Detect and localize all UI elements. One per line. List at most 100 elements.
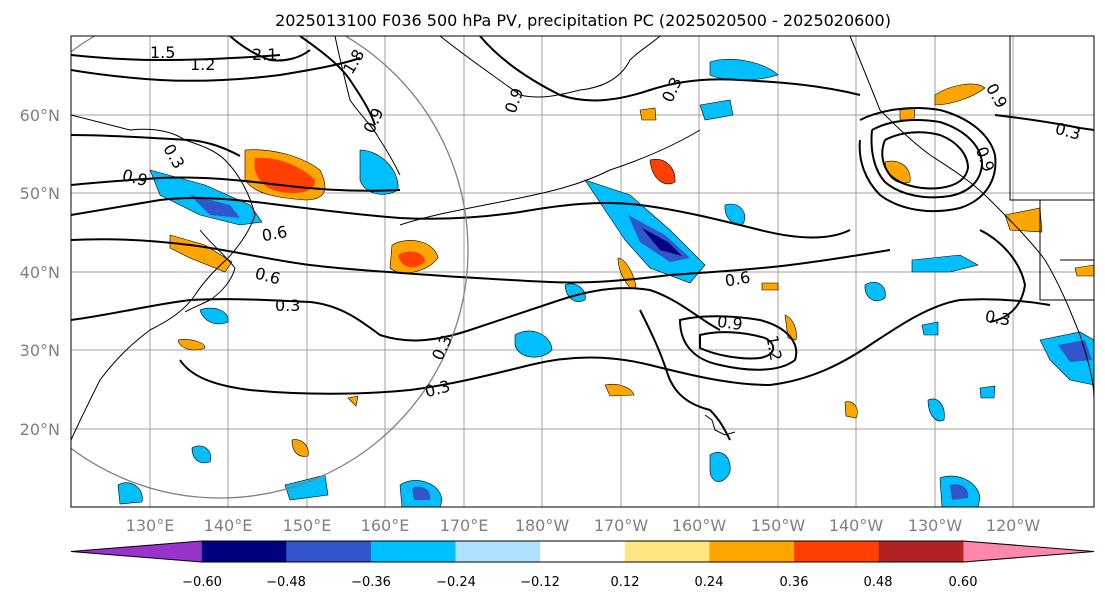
- lon-label: 170°W: [594, 516, 649, 535]
- na-coast: [849, 36, 1094, 401]
- contour-low-3: [881, 131, 970, 190]
- neg-core-south2: [950, 484, 969, 500]
- contour-label: 1.5: [150, 43, 175, 62]
- pos-area-canada2: [1074, 264, 1094, 277]
- lon-label: 160°E: [361, 516, 410, 535]
- pv-contours: [71, 36, 1094, 441]
- pos-area-south3: [347, 395, 359, 407]
- colorbar-tick-label: 0.24: [695, 575, 724, 590]
- lat-label: 50°N: [20, 184, 60, 203]
- contour-label: 2.1: [252, 45, 277, 64]
- contour-label: 0.3: [275, 296, 300, 315]
- lon-label: 150°W: [751, 516, 806, 535]
- colorbar-bin: [709, 541, 795, 562]
- lon-label: 170°E: [440, 516, 489, 535]
- contour-label: 1.2: [190, 55, 215, 74]
- contour-center-south: [639, 309, 731, 441]
- colorbar-tick-label: 0.60: [949, 575, 978, 590]
- lon-label: 160°W: [672, 516, 727, 535]
- lon-label: 140°E: [204, 516, 253, 535]
- contour-0.3-south: [179, 298, 1051, 395]
- contour-label: 0.6: [723, 267, 751, 290]
- contour-0.3-main: [71, 287, 721, 342]
- contour-label: 0.9: [716, 312, 744, 334]
- contour-east-lower: [979, 229, 1027, 323]
- graticule: [71, 36, 1094, 507]
- pos-area-center4: [844, 401, 858, 419]
- colorbar-bin: [286, 541, 372, 562]
- neg-area-south7: [927, 398, 945, 422]
- colorbar: [70, 540, 1095, 563]
- neg-area-east1: [911, 254, 979, 273]
- contour-1.5-top: [71, 54, 281, 62]
- lon-label: 120°W: [986, 516, 1041, 535]
- contour-0.6-main: [71, 238, 891, 284]
- hawaii: [704, 414, 736, 436]
- pos-area-us-west: [1004, 207, 1043, 233]
- colorbar-tick-label: −0.12: [520, 575, 560, 590]
- neg-area-bc: [699, 99, 734, 121]
- longitude-labels: 130°E 140°E 150°E 160°E 170°E 180°W 170°…: [126, 516, 1041, 535]
- colorbar-bin: [455, 541, 541, 562]
- colorbar-ticks: −0.60 −0.48 −0.36 −0.24 −0.12 0.12 0.24 …: [182, 575, 977, 590]
- pos-area-south1: [177, 339, 206, 351]
- colorbar-tick-label: −0.48: [266, 575, 306, 590]
- kamchatka: [334, 36, 401, 176]
- colorbar-bin: [624, 541, 710, 562]
- contour-0.3-nw: [71, 134, 241, 157]
- map-area: [71, 36, 1094, 507]
- colorbar-tick-label: 0.48: [864, 575, 893, 590]
- neg-darkcore-gulf: [642, 228, 682, 256]
- contour-1.2-loop: [699, 331, 775, 360]
- contour-1.2-top: [71, 57, 361, 82]
- lon-label: 130°E: [126, 516, 175, 535]
- pos-area-gulf2: [899, 107, 916, 121]
- lon-label: 130°W: [908, 516, 963, 535]
- coastlines: [71, 36, 1094, 441]
- contour-label: 0.3: [984, 306, 1012, 329]
- alaska: [439, 36, 661, 98]
- colorbar-bin: [794, 541, 880, 562]
- colorbar-bin: [878, 541, 964, 562]
- contour-0.9-north: [479, 36, 861, 102]
- neg-area-south4: [709, 452, 731, 482]
- pos-area-center5: [761, 282, 779, 291]
- contour-1.8-top: [299, 36, 376, 126]
- neg-core-south1: [412, 486, 431, 500]
- contour-low-1: [858, 107, 997, 213]
- neg-area-south5: [117, 482, 143, 505]
- contour-label: 0.6: [260, 222, 288, 245]
- pos-area-gulf: [649, 158, 676, 185]
- colorbar-tick-label: −0.36: [351, 575, 391, 590]
- latitude-labels: 60°N 50°N 40°N 30°N 20°N: [20, 106, 60, 439]
- aleutians: [399, 129, 701, 226]
- lat-label: 40°N: [20, 263, 60, 282]
- neg-area-east2: [864, 281, 886, 302]
- reference-circle: [71, 36, 469, 499]
- colorbar-bin: [71, 541, 202, 562]
- map-title: 2025013100 F036 500 hPa PV, precipitatio…: [275, 11, 891, 30]
- asia-coast: [71, 114, 256, 441]
- neg-area-center2: [514, 330, 553, 358]
- pos-core-nwpac: [398, 251, 425, 268]
- lon-label: 180°W: [515, 516, 570, 535]
- contour-0.9-nw: [71, 176, 401, 192]
- pos-area-canada: [934, 83, 986, 106]
- colorbar-bin: [370, 541, 457, 562]
- colorbar-tick-label: 0.12: [611, 575, 640, 590]
- colorbar-outline: [70, 540, 1095, 563]
- colorbar-bin: [540, 541, 626, 562]
- colorbar-bin: [963, 541, 1094, 562]
- contour-east-0.3: [994, 114, 1094, 131]
- neg-area-south10: [921, 321, 939, 336]
- colorbar-tick-label: 0.36: [780, 575, 809, 590]
- lat-label: 20°N: [20, 420, 60, 439]
- contour-0.9-loop: [678, 315, 798, 371]
- contour-2.1-top: [229, 36, 311, 62]
- contour-low-2: [870, 119, 984, 199]
- lat-label: 30°N: [20, 341, 60, 360]
- pos-area-lighter: [639, 107, 657, 121]
- colorbar-tick-label: −0.60: [182, 575, 222, 590]
- us-borders: [1009, 36, 1094, 301]
